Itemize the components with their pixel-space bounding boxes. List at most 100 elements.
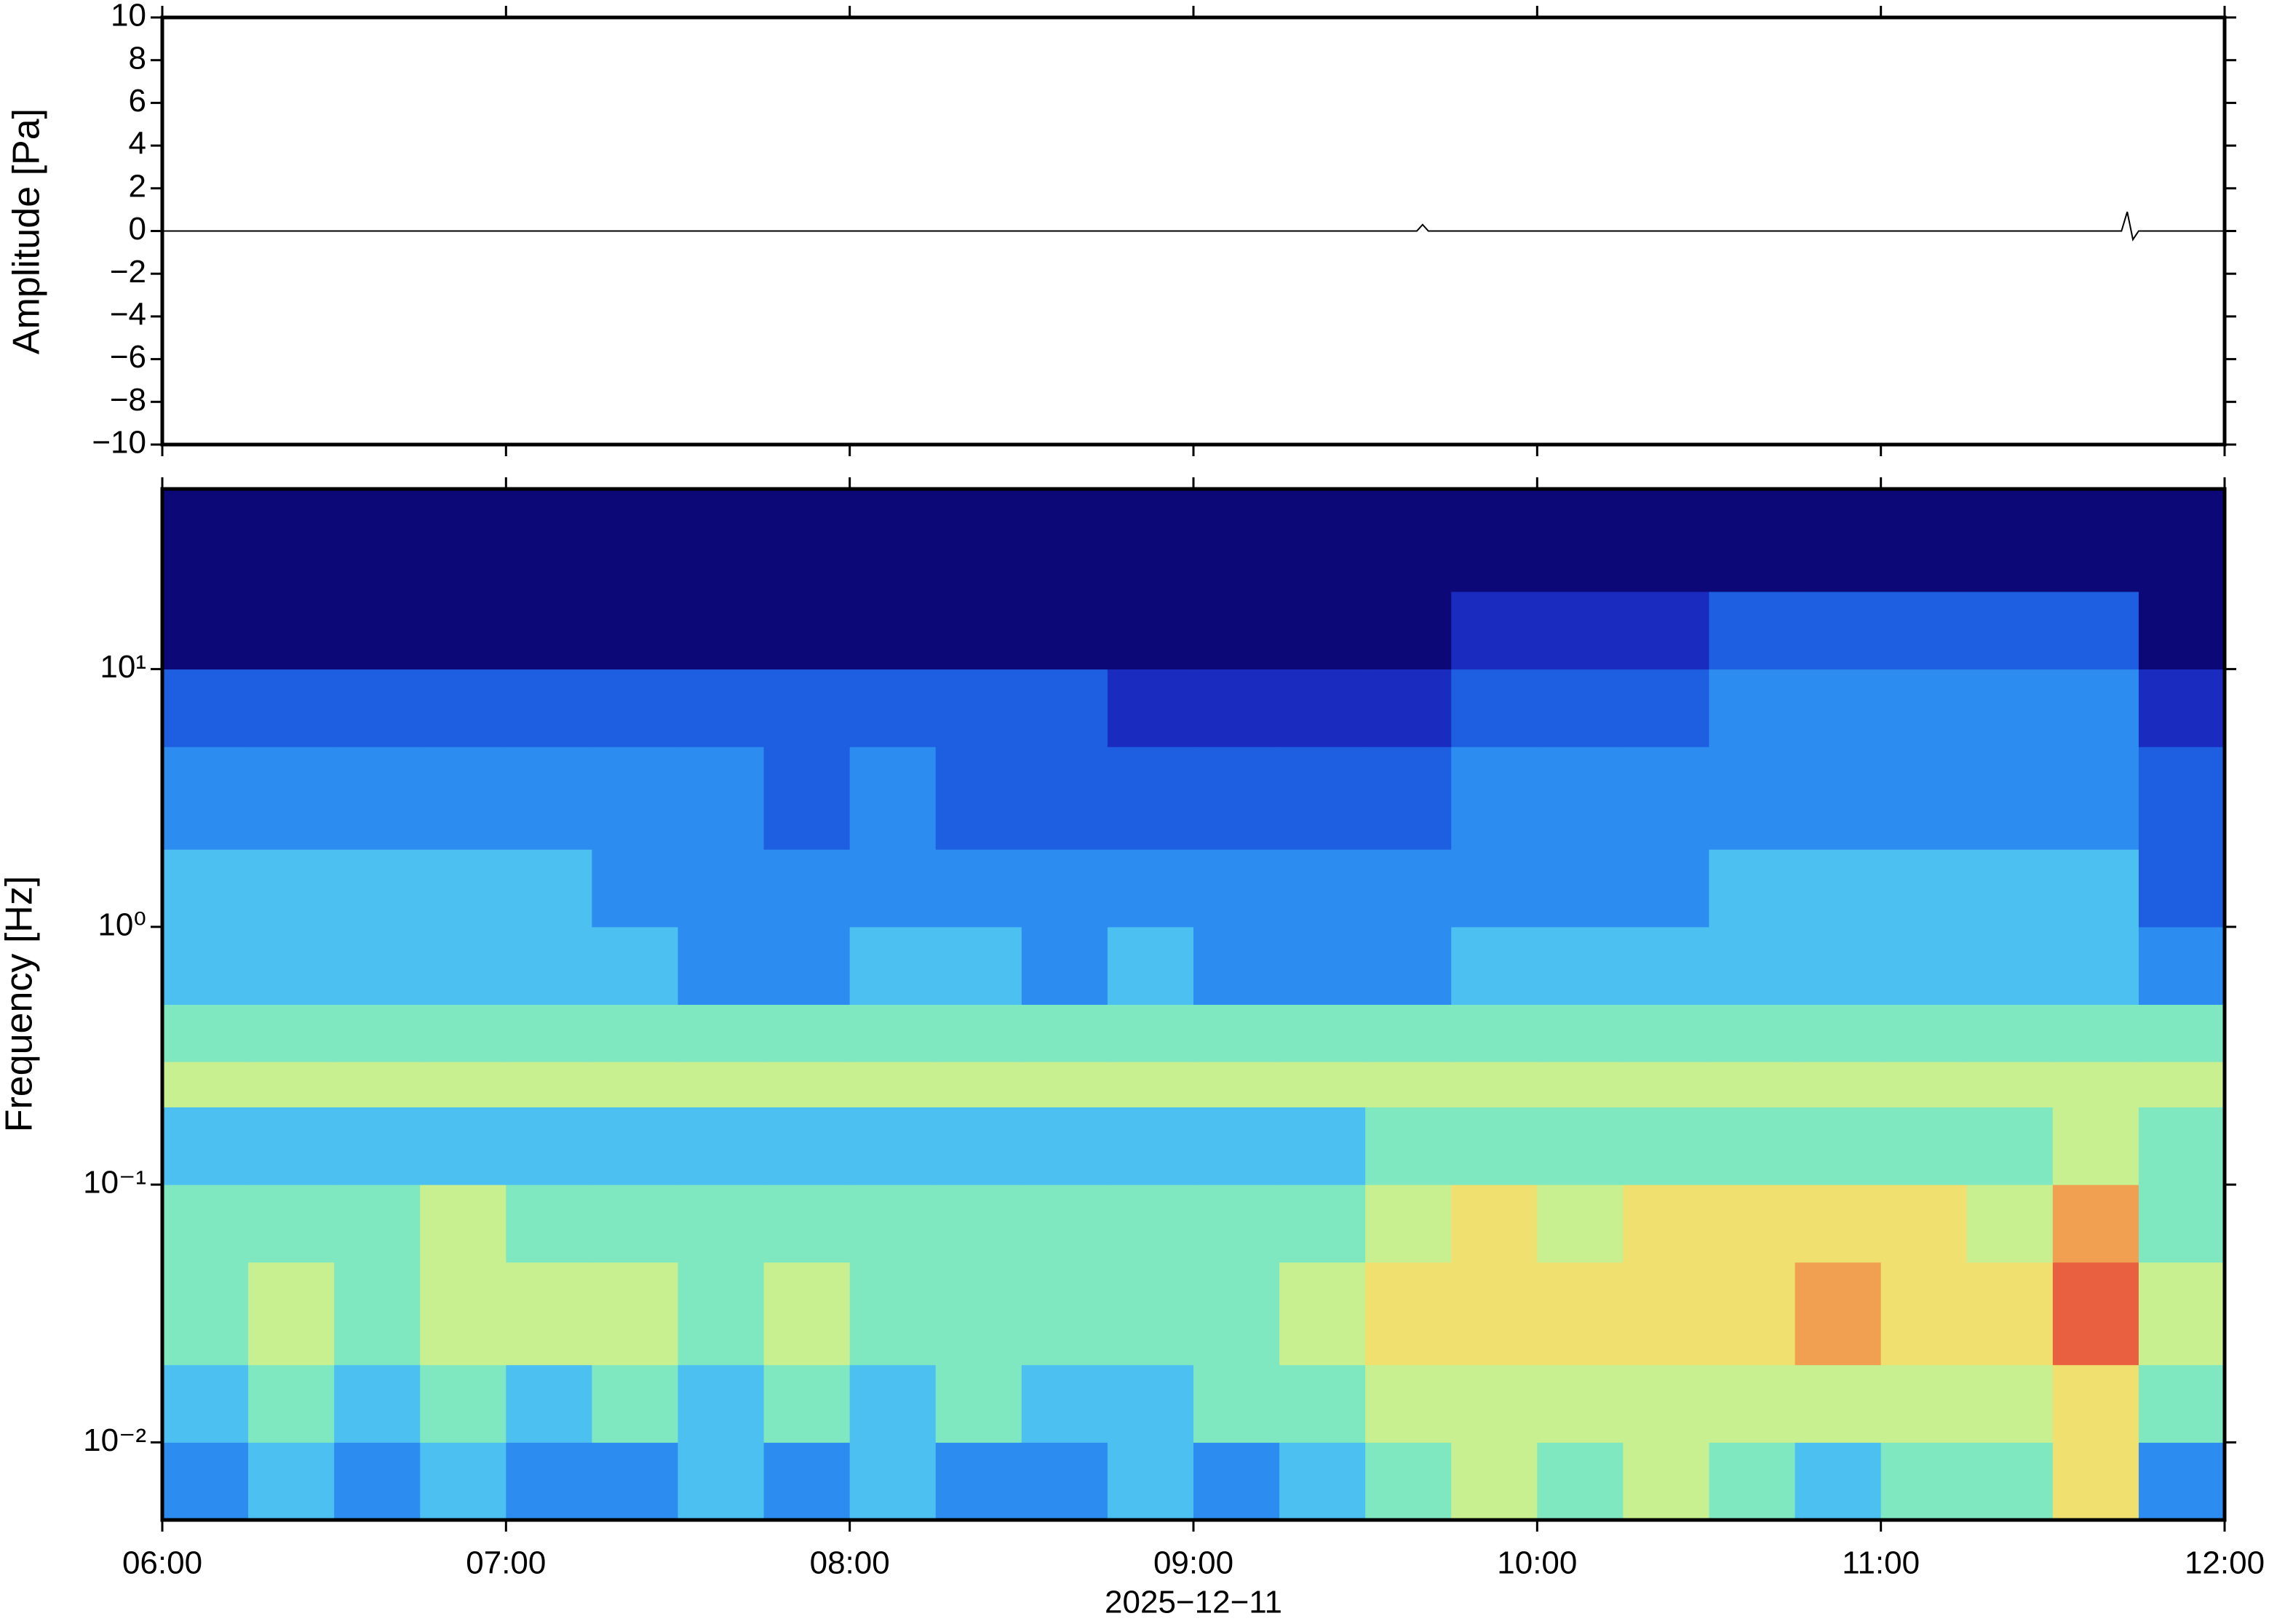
spectrogram-cell [1365,1004,1452,1062]
spectrogram-cell [506,591,592,670]
spectrogram-cell [1795,747,1882,850]
spectrogram-cell [1623,1262,1709,1366]
spectrogram-cell [162,747,249,850]
spectrogram-cell [1365,1364,1452,1443]
spectrogram-cell [763,1364,851,1443]
spectrogram-cell [1193,1004,1280,1062]
spectrogram-cell [506,849,592,928]
spectrogram-cell [2138,747,2225,850]
spectrogram-cell [849,926,937,1005]
spectrogram-cell [1021,489,1108,592]
spectrogram-cell [1021,1364,1108,1443]
spectrogram-cell [763,669,851,747]
spectrogram-cell [2052,591,2139,670]
spectrogram-cell [1193,1364,1280,1443]
spectrogram-cell [334,1004,421,1062]
spectrogram-cell [1795,849,1882,928]
spectrogram-cell [506,747,592,850]
spectrogram-cell [2052,1262,2139,1366]
spectrogram-cell [1966,1004,2054,1062]
spectrogram-cell [1107,747,1194,850]
spectrogram-cell [1193,669,1280,747]
spectrogram-cell [1709,1062,1796,1107]
spectrogram-cell [1623,1062,1709,1107]
spectrogram-cell [1451,1262,1538,1366]
spectrogram-cell [1021,1004,1108,1062]
spectrogram-cell [1709,489,1796,592]
spectrogram-cell [420,1004,506,1062]
spectrogram-cell [1279,1442,1366,1521]
spectrogram-cell [2138,591,2225,670]
spectrogram-cell [1107,669,1194,747]
spectrogram-cell [1107,926,1194,1005]
spectrogram-cell [2138,489,2225,592]
spectrogram-cell [1279,669,1366,747]
spectrogram-cell [162,1107,249,1185]
spectrogram-cell [1279,591,1366,670]
spectrogram-cell [1709,591,1796,670]
spectrogram-cell [1966,849,2054,928]
spectrogram-cell [677,1442,765,1521]
spectrogram-cell [1709,1185,1796,1263]
spectrogram-cell [506,1364,592,1443]
spectrogram-cell [1537,849,1624,928]
spectrogram-cell [420,1185,506,1263]
spectrogram-cell [1880,591,1968,670]
spectrogram-cell [592,1107,678,1185]
spectrogram-cell [2052,926,2139,1005]
spectrogram-cell [334,1107,421,1185]
spectrogram-cell [2052,849,2139,928]
spectrogram-cell [1193,926,1280,1005]
spectrogram-cell [677,1185,765,1263]
spectrogram-cell [420,1442,506,1521]
spectrogram-cell [935,489,1022,592]
spectrogram-cell [162,591,249,670]
spectrogram-cell [2138,1062,2225,1107]
spectrogram-cell [763,926,851,1005]
spectrogram-cell [248,1442,335,1521]
spectrogram-cell [1021,849,1108,928]
spectrogram-cell [1107,1185,1194,1263]
spectrogram-cell [1279,747,1366,850]
spectrogram-cell [1537,1062,1624,1107]
spectrogram-cell [334,591,421,670]
spectrogram-cell [1966,747,2054,850]
spectrogram-cell [420,849,506,928]
spectrogram-cell [1795,1185,1882,1263]
spectrogram-cell [1107,489,1194,592]
spectrogram-cell [162,489,249,592]
spectrogram-cell [849,489,937,592]
spectrogram-cell [592,669,678,747]
y-tick-label: −6 [110,339,146,375]
spectrogram-cell [506,926,592,1005]
spectrogram-cell [1021,1062,1108,1107]
spectrogram-cell [935,1262,1022,1366]
spectrogram-cell [592,1062,678,1107]
spectrogram-cell [1365,489,1452,592]
spectrogram-cell [1966,489,2054,592]
spectrogram-cell [1709,747,1796,850]
spectrogram-cell [1880,1107,1968,1185]
x-tick-label: 12:00 [2185,1545,2265,1581]
spectrogram-cell [334,926,421,1005]
spectrogram-cell [1279,489,1366,592]
waveform-line [162,211,2225,242]
spectrogram-cell [677,1004,765,1062]
spectrogram-cell [162,669,249,747]
spectrogram-cell [162,1442,249,1521]
y-tick-label: 2 [129,168,146,204]
spectrogram-cell [506,1262,592,1366]
spectrogram-cell [1966,1107,2054,1185]
spectrogram-cell [849,1262,937,1366]
spectrogram-cell [1966,669,2054,747]
spectrogram-cell [162,1062,249,1107]
spectrogram-cell [420,489,506,592]
spectrogram-cell [420,1107,506,1185]
y-tick-label: 8 [129,40,146,76]
spectrogram-cell [1623,489,1709,592]
spectrogram-cell [506,1185,592,1263]
y-tick-label: 10⁻¹ [83,1165,146,1201]
spectrogram-cell [1107,1262,1194,1366]
spectrogram-cell [592,1442,678,1521]
